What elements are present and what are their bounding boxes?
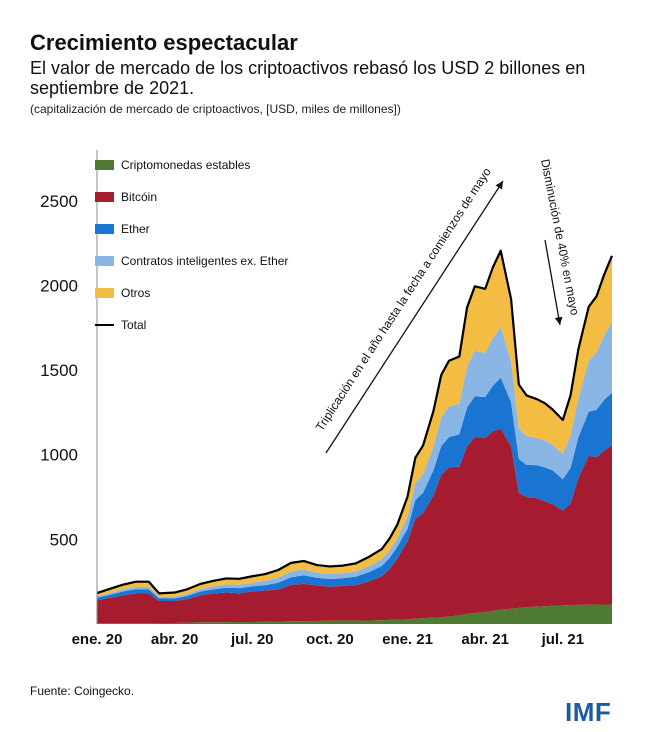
area-series-2 bbox=[97, 428, 612, 624]
chart-title: Crecimiento espectacular bbox=[30, 30, 298, 55]
y-tick-label: 2500 bbox=[40, 192, 78, 211]
legend-label: Bitcóin bbox=[121, 190, 157, 204]
legend-label: Contratos inteligentes ex. Ether bbox=[121, 254, 288, 268]
y-tick-label: 1000 bbox=[40, 446, 78, 465]
legend-swatch bbox=[95, 160, 114, 170]
x-tick-label: ene. 20 bbox=[72, 631, 123, 648]
chart-units-note: (capitalización de mercado de criptoacti… bbox=[30, 102, 401, 116]
annotation-arrow-down bbox=[544, 239, 563, 326]
area-series-5 bbox=[97, 250, 612, 597]
stacked-areas bbox=[96, 249, 614, 624]
x-tick-label: oct. 20 bbox=[306, 631, 354, 648]
area-series-1 bbox=[97, 604, 612, 624]
area-series-3 bbox=[97, 377, 612, 601]
legend-label: Otros bbox=[121, 286, 150, 300]
x-tick-label: ene. 21 bbox=[382, 631, 433, 648]
legend-label: Ether bbox=[121, 222, 150, 236]
chart-subtitle: El valor de mercado de los criptoactivos… bbox=[30, 58, 586, 98]
x-tick-label: abr. 21 bbox=[461, 631, 509, 648]
annotation-arrow-up bbox=[325, 180, 504, 454]
y-tick-label: 500 bbox=[50, 530, 78, 549]
source-note: Fuente: Coingecko. bbox=[30, 684, 135, 698]
y-tick-label: 2000 bbox=[40, 276, 78, 295]
legend-swatch bbox=[95, 256, 114, 266]
imf-logo: IMF bbox=[565, 697, 612, 727]
x-tick-label: abr. 20 bbox=[151, 631, 199, 648]
area-series-4 bbox=[97, 321, 612, 599]
annotation-decline: Disminución de 40% en mayo bbox=[538, 158, 582, 317]
legend-label: Criptomonedas estables bbox=[121, 158, 250, 172]
legend-swatch bbox=[95, 192, 114, 202]
y-tick-label: 1500 bbox=[40, 361, 78, 380]
legend-swatch bbox=[95, 288, 114, 298]
legend-label: Total bbox=[121, 318, 146, 332]
chart-legend: Criptomonedas estables Bitcóin Ether Contra… bbox=[95, 158, 288, 332]
x-tick-label: jul. 21 bbox=[541, 631, 585, 648]
total-line bbox=[96, 249, 614, 595]
x-tick-label: jul. 20 bbox=[230, 631, 274, 648]
legend-swatch bbox=[95, 224, 114, 234]
